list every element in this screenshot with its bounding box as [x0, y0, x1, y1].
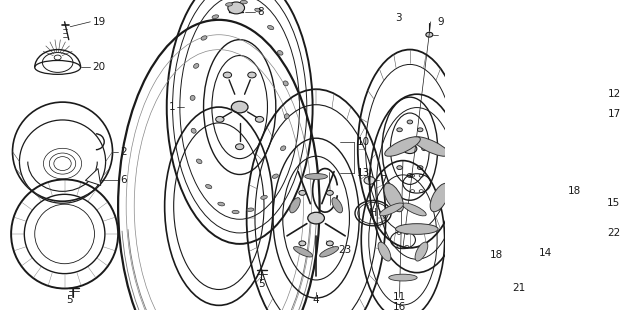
Ellipse shape	[225, 3, 232, 6]
Circle shape	[326, 241, 333, 246]
Ellipse shape	[191, 128, 196, 133]
Circle shape	[422, 147, 428, 151]
Text: 20: 20	[92, 62, 106, 72]
Text: 10: 10	[356, 137, 369, 147]
Ellipse shape	[268, 25, 274, 30]
Text: 8: 8	[257, 7, 264, 17]
Text: 18: 18	[568, 186, 582, 196]
Circle shape	[403, 144, 417, 154]
Text: 7: 7	[380, 175, 387, 185]
Text: 14: 14	[538, 248, 552, 258]
Circle shape	[308, 212, 324, 224]
Circle shape	[364, 177, 375, 184]
Text: 3: 3	[396, 13, 402, 23]
Circle shape	[572, 196, 584, 204]
Ellipse shape	[232, 210, 239, 214]
Circle shape	[299, 241, 306, 246]
Ellipse shape	[205, 184, 212, 189]
Ellipse shape	[290, 198, 300, 213]
Circle shape	[492, 252, 503, 260]
Text: 1: 1	[168, 102, 175, 112]
Circle shape	[216, 116, 224, 122]
Ellipse shape	[260, 195, 268, 199]
Ellipse shape	[280, 146, 286, 151]
Circle shape	[590, 231, 602, 239]
Circle shape	[407, 173, 413, 177]
Circle shape	[397, 128, 403, 132]
Text: 9: 9	[438, 17, 444, 27]
Ellipse shape	[218, 202, 225, 206]
Ellipse shape	[247, 208, 254, 212]
Ellipse shape	[255, 8, 262, 12]
Circle shape	[236, 144, 244, 150]
Text: 22: 22	[607, 228, 620, 238]
Text: 11: 11	[393, 292, 406, 302]
Text: 15: 15	[607, 198, 620, 208]
Ellipse shape	[319, 247, 339, 257]
Circle shape	[426, 32, 433, 37]
Text: 5: 5	[66, 295, 73, 305]
Circle shape	[417, 166, 423, 170]
Ellipse shape	[388, 274, 417, 281]
Ellipse shape	[380, 203, 403, 216]
Ellipse shape	[284, 81, 288, 86]
Text: H: H	[369, 208, 377, 218]
Text: 18: 18	[490, 250, 503, 260]
Circle shape	[255, 116, 264, 122]
Text: 5: 5	[258, 279, 264, 289]
Ellipse shape	[396, 224, 438, 234]
Ellipse shape	[384, 183, 403, 212]
Text: 2: 2	[120, 147, 127, 157]
Circle shape	[417, 128, 423, 132]
Ellipse shape	[228, 2, 244, 14]
Ellipse shape	[294, 247, 312, 257]
Ellipse shape	[240, 0, 247, 4]
Text: 12: 12	[608, 89, 621, 99]
Ellipse shape	[273, 174, 278, 178]
Ellipse shape	[332, 198, 342, 213]
Circle shape	[392, 147, 398, 151]
Text: 23: 23	[339, 245, 351, 255]
Text: 19: 19	[92, 17, 106, 27]
Ellipse shape	[190, 95, 195, 100]
Text: 13: 13	[356, 168, 370, 178]
Ellipse shape	[378, 242, 391, 261]
Ellipse shape	[277, 50, 283, 55]
Ellipse shape	[430, 183, 450, 212]
Circle shape	[407, 120, 413, 124]
Text: 17: 17	[608, 109, 621, 119]
Ellipse shape	[284, 114, 289, 119]
Circle shape	[231, 101, 248, 113]
Circle shape	[397, 166, 403, 170]
Ellipse shape	[403, 203, 426, 216]
Ellipse shape	[415, 242, 428, 261]
Text: 21: 21	[512, 283, 525, 293]
Text: 16: 16	[393, 302, 406, 312]
Ellipse shape	[193, 64, 199, 68]
Ellipse shape	[305, 174, 328, 179]
Ellipse shape	[196, 159, 202, 164]
Ellipse shape	[413, 137, 449, 156]
Ellipse shape	[385, 137, 420, 156]
Circle shape	[223, 72, 232, 78]
Text: 4: 4	[313, 295, 319, 305]
Polygon shape	[86, 168, 100, 185]
Circle shape	[326, 190, 333, 195]
Ellipse shape	[212, 15, 219, 19]
Ellipse shape	[201, 36, 207, 40]
Text: 6: 6	[120, 175, 127, 185]
Circle shape	[248, 72, 256, 78]
Circle shape	[299, 190, 306, 195]
